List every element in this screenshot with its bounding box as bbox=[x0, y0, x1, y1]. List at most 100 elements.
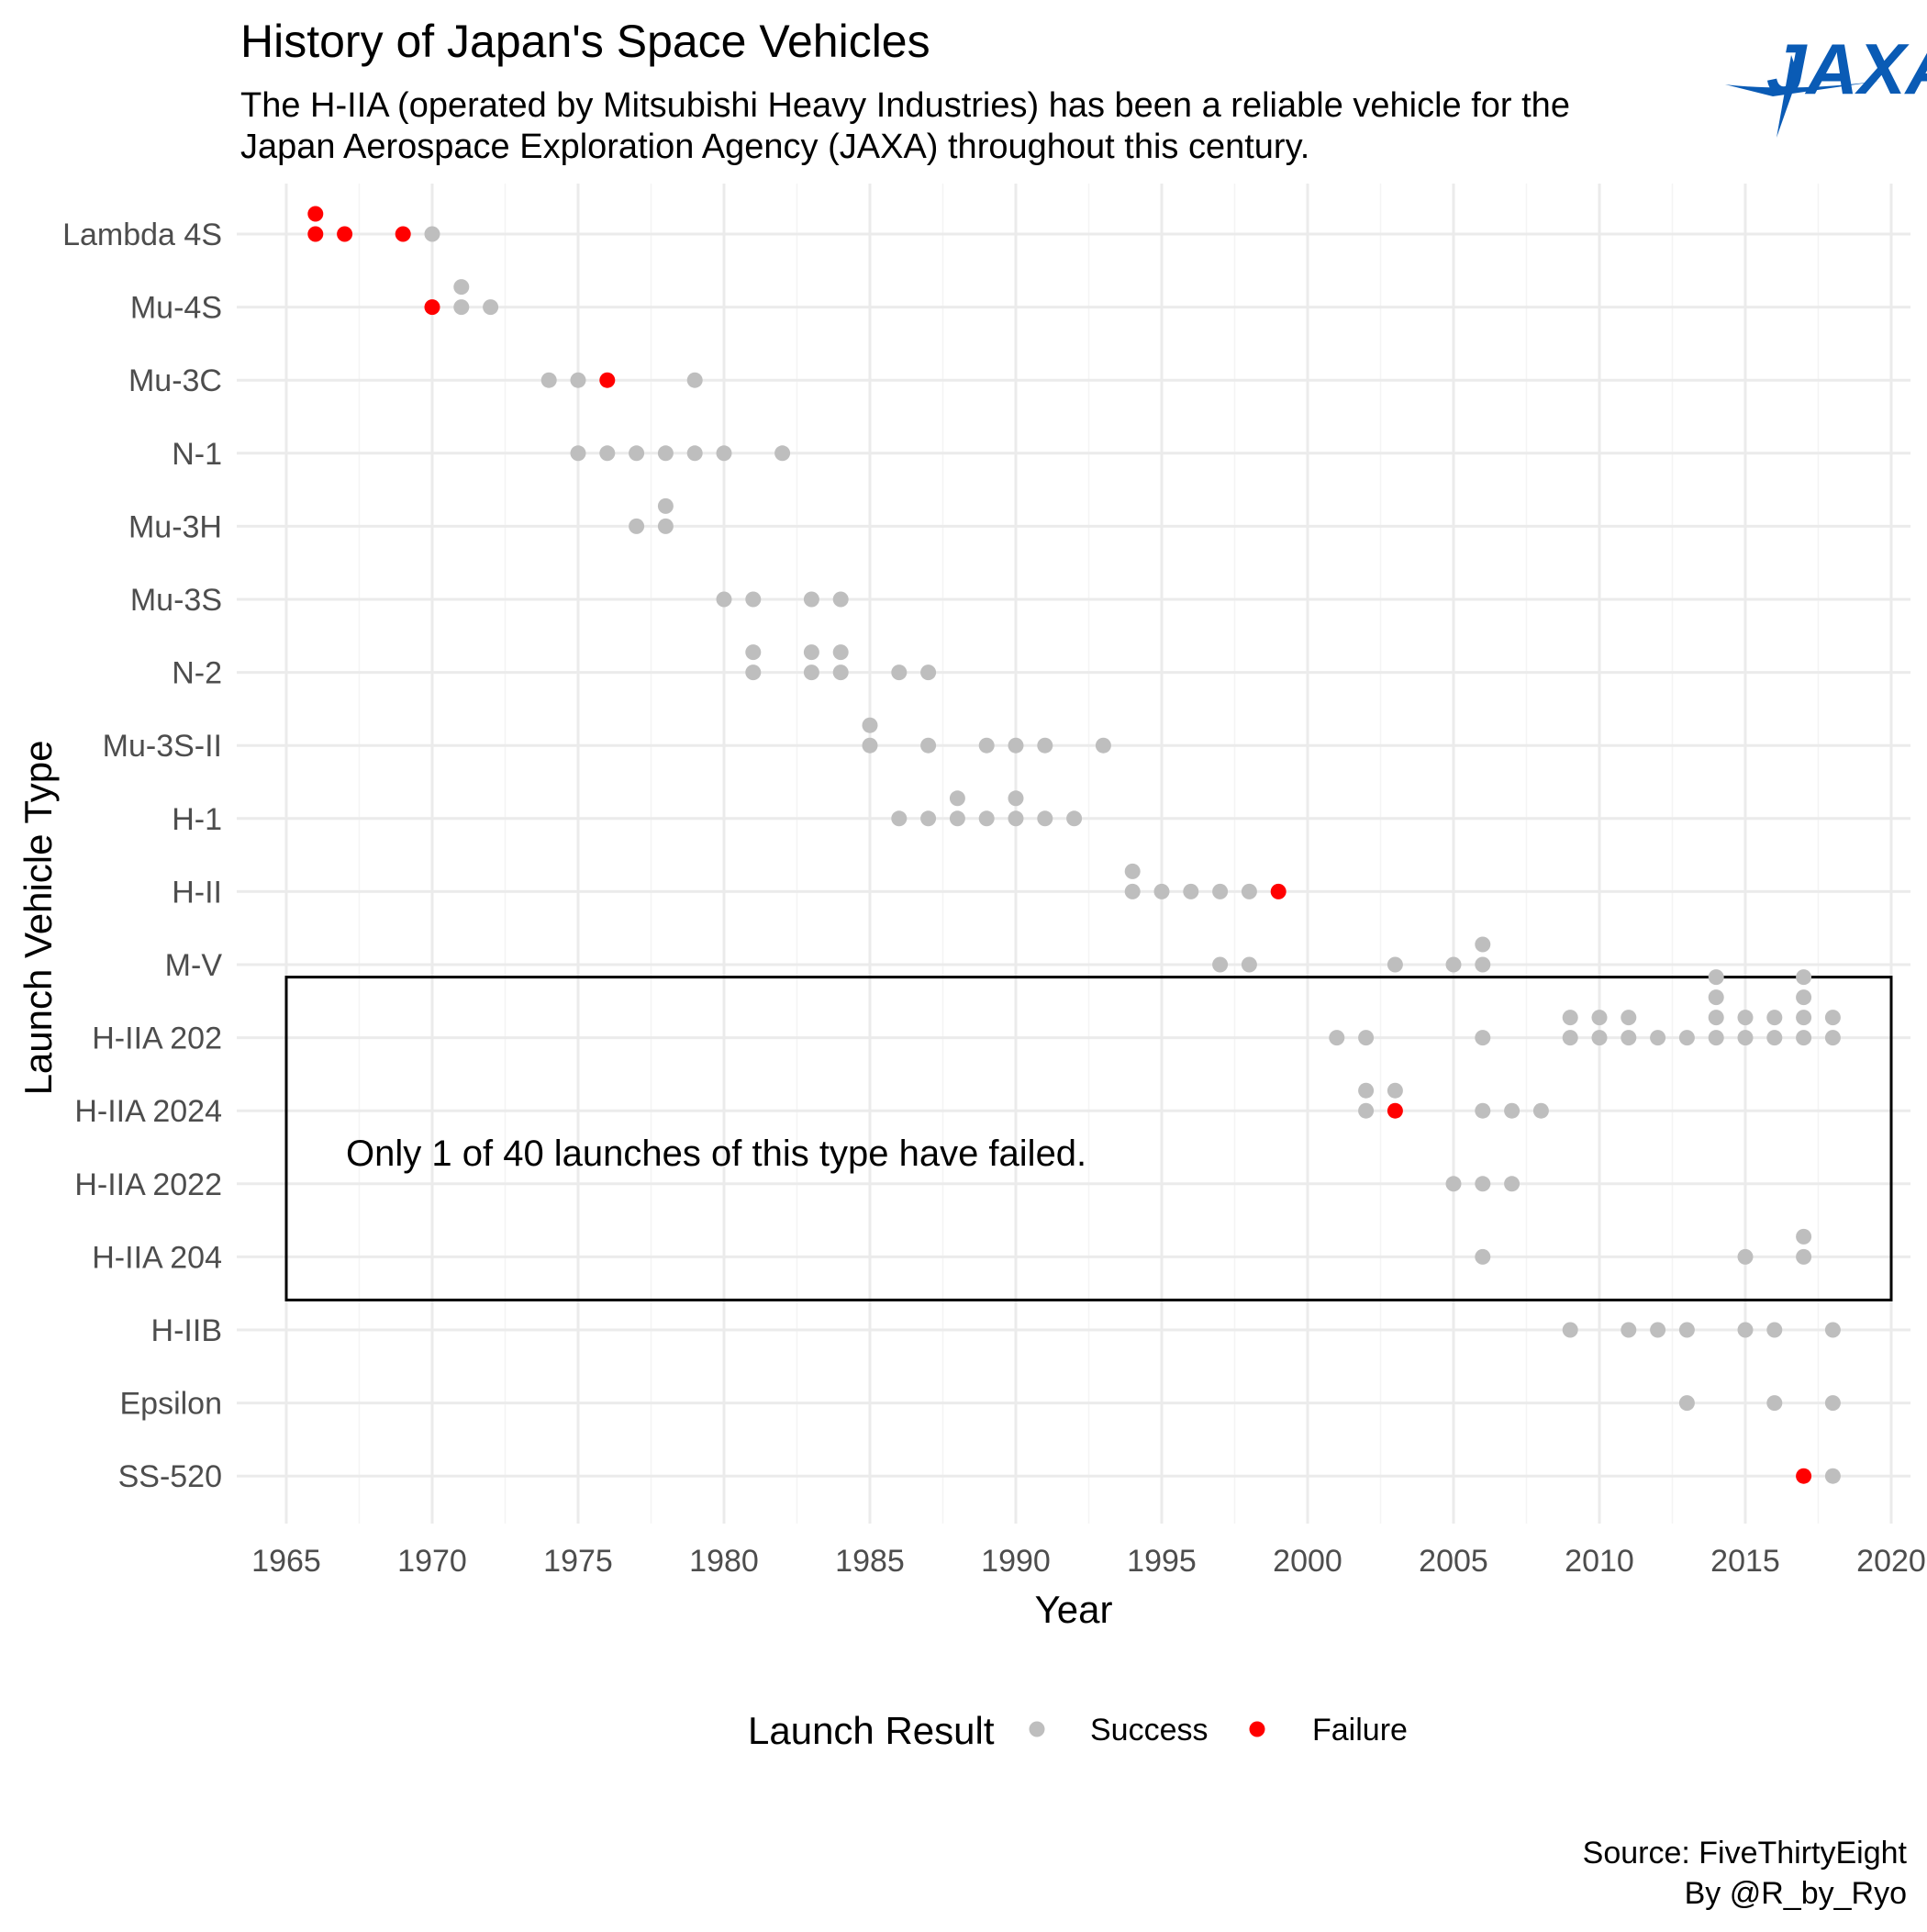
point-success bbox=[657, 445, 674, 462]
legend-key-failure bbox=[1249, 1721, 1265, 1737]
y-tick-label: H-1 bbox=[172, 802, 222, 837]
point-success bbox=[949, 810, 965, 827]
annotation-text: Only 1 of 40 launches of this type have … bbox=[346, 1134, 1086, 1174]
point-success bbox=[745, 591, 762, 608]
point-success bbox=[1562, 1322, 1578, 1338]
point-success bbox=[1241, 883, 1257, 899]
point-success bbox=[1504, 1102, 1520, 1119]
y-tick-label: N-1 bbox=[172, 437, 222, 472]
caption-author: By @R_by_Ryo bbox=[1685, 1876, 1907, 1911]
point-success bbox=[686, 445, 703, 462]
x-axis-title: Year bbox=[1035, 1588, 1113, 1631]
point-success bbox=[1824, 1395, 1841, 1412]
point-success bbox=[1621, 1030, 1637, 1046]
x-tick-label: 1975 bbox=[543, 1544, 613, 1579]
point-success bbox=[978, 810, 995, 827]
point-success bbox=[1678, 1030, 1695, 1046]
point-failure bbox=[395, 226, 411, 242]
point-success bbox=[599, 445, 616, 462]
launch-points bbox=[307, 206, 1841, 1484]
y-tick-label: M-V bbox=[165, 948, 223, 983]
point-success bbox=[745, 644, 762, 661]
point-success bbox=[745, 664, 762, 681]
point-success bbox=[1066, 810, 1083, 827]
point-success bbox=[1475, 1176, 1491, 1192]
point-success bbox=[1504, 1176, 1520, 1192]
point-success bbox=[1124, 883, 1141, 899]
y-tick-label: H-IIA 2024 bbox=[74, 1094, 222, 1129]
point-success bbox=[832, 591, 849, 608]
point-failure bbox=[307, 206, 324, 222]
y-tick-label: H-II bbox=[172, 875, 222, 910]
point-success bbox=[424, 226, 440, 242]
highlight-box-layer bbox=[284, 976, 1893, 1301]
chart-title: History of Japan's Space Vehicles bbox=[240, 16, 930, 67]
point-success bbox=[570, 445, 586, 462]
point-success bbox=[1591, 1030, 1608, 1046]
point-success bbox=[1475, 936, 1491, 953]
point-success bbox=[803, 644, 819, 661]
point-success bbox=[716, 591, 732, 608]
point-success bbox=[1766, 1322, 1783, 1338]
caption-source: Source: FiveThirtyEight bbox=[1583, 1836, 1908, 1871]
point-success bbox=[1678, 1322, 1695, 1338]
point-success bbox=[949, 790, 965, 807]
point-success bbox=[1358, 1082, 1375, 1099]
chart-subtitle-line2: Japan Aerospace Exploration Agency (JAXA… bbox=[240, 128, 1309, 166]
point-success bbox=[1475, 1030, 1491, 1046]
point-success bbox=[1475, 1248, 1491, 1265]
point-success bbox=[1387, 1082, 1403, 1099]
point-success bbox=[1475, 956, 1491, 973]
y-tick-label: N-2 bbox=[172, 656, 222, 691]
y-tick-label: Mu-3S-II bbox=[103, 729, 222, 764]
x-tick-label: 1965 bbox=[251, 1544, 321, 1579]
point-success bbox=[1008, 790, 1024, 807]
point-success bbox=[1678, 1395, 1695, 1412]
point-success bbox=[1212, 883, 1229, 899]
point-failure bbox=[1387, 1102, 1403, 1119]
x-tick-label: 2000 bbox=[1273, 1544, 1342, 1579]
x-tick-label: 1985 bbox=[835, 1544, 905, 1579]
point-success bbox=[1387, 956, 1403, 973]
point-success bbox=[1445, 956, 1462, 973]
point-success bbox=[1650, 1322, 1666, 1338]
x-axis-tick-labels: 1965 1970 1975 1980 1985 1990 1995 2000 2005 2010… bbox=[251, 1544, 1926, 1579]
y-tick-label: Lambda 4S bbox=[62, 218, 222, 252]
legend-title: Launch Result bbox=[748, 1709, 995, 1752]
point-success bbox=[1766, 1010, 1783, 1026]
x-tick-label: 2010 bbox=[1565, 1544, 1634, 1579]
point-success bbox=[1008, 737, 1024, 754]
point-success bbox=[978, 737, 995, 754]
point-success bbox=[1796, 1228, 1812, 1245]
point-success bbox=[862, 737, 878, 754]
point-success bbox=[1796, 1010, 1812, 1026]
point-success bbox=[453, 279, 470, 296]
point-failure bbox=[307, 226, 324, 242]
y-tick-label: Epsilon bbox=[119, 1387, 222, 1422]
y-tick-label: Mu-3H bbox=[128, 509, 222, 544]
y-axis-tick-labels: Lambda 4S Mu-4S Mu-3C N-1 Mu-3H Mu-3S N-2 Mu-3S… bbox=[62, 218, 222, 1494]
point-success bbox=[1796, 989, 1812, 1006]
point-success bbox=[920, 737, 937, 754]
x-tick-label: 2005 bbox=[1419, 1544, 1488, 1579]
point-success bbox=[1796, 1248, 1812, 1265]
point-success bbox=[1475, 1102, 1491, 1119]
point-success bbox=[657, 497, 674, 514]
point-success bbox=[891, 810, 908, 827]
point-success bbox=[1329, 1030, 1345, 1046]
point-success bbox=[1824, 1010, 1841, 1026]
point-success bbox=[1241, 956, 1257, 973]
point-failure bbox=[1796, 1468, 1812, 1484]
legend-key-success bbox=[1029, 1721, 1045, 1737]
point-success bbox=[891, 664, 908, 681]
point-success bbox=[1708, 989, 1724, 1006]
point-success bbox=[1358, 1102, 1375, 1119]
y-tick-label: Mu-3C bbox=[128, 363, 222, 398]
point-success bbox=[832, 664, 849, 681]
point-success bbox=[1183, 883, 1199, 899]
legend-label-failure: Failure bbox=[1312, 1713, 1408, 1748]
point-success bbox=[920, 664, 937, 681]
point-success bbox=[1532, 1102, 1549, 1119]
point-success bbox=[570, 372, 586, 388]
